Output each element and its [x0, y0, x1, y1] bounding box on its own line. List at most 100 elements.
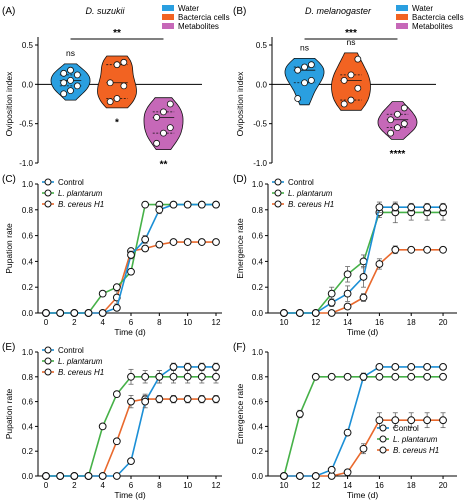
y-tick-label: 0.4 [22, 422, 34, 431]
x-tick-label: 8 [157, 318, 162, 327]
data-point [169, 372, 178, 381]
legend-label: B. cereus H1 [288, 200, 334, 209]
data-point [155, 205, 164, 214]
y-tick-label: 0.8 [252, 373, 264, 382]
data-point [301, 79, 308, 87]
data-point [70, 472, 79, 480]
x-axis-label: Time (d) [347, 490, 378, 500]
data-point [141, 397, 150, 406]
panel-title: D. suzukii [85, 6, 125, 16]
data-point [343, 289, 352, 298]
y-tick-label: 0.6 [22, 232, 34, 241]
data-point [343, 270, 352, 279]
legend-swatch [162, 14, 174, 20]
data-point [112, 303, 121, 312]
data-point [113, 95, 121, 102]
data-point [120, 58, 128, 66]
y-tick-label: 0.8 [22, 206, 34, 215]
x-tick-label: 18 [407, 481, 416, 490]
legend-swatch [162, 5, 174, 11]
data-point [197, 395, 206, 404]
panel-label: (E) [2, 342, 15, 353]
data-point [67, 77, 74, 84]
data-point [394, 110, 401, 118]
data-point [73, 82, 81, 90]
y-tick-label: 0.6 [252, 232, 264, 241]
panel-label: (D) [233, 174, 247, 185]
violin-group-2: ** [143, 97, 184, 170]
data-point [56, 472, 65, 480]
data-point [311, 309, 320, 317]
data-point [423, 362, 432, 371]
legend-swatch [396, 5, 408, 11]
series-0 [42, 200, 220, 317]
data-point [155, 240, 164, 249]
data-point [141, 244, 150, 253]
data-point [141, 200, 150, 209]
data-point [359, 372, 368, 381]
data-point [307, 77, 315, 84]
sig-label: **** [390, 149, 406, 160]
x-axis-label: Time (d) [347, 327, 378, 337]
violin-shape [377, 101, 418, 140]
data-point [197, 238, 206, 246]
data-point [60, 90, 68, 98]
data-point [127, 267, 135, 276]
legend-swatch [162, 23, 174, 29]
panel-label: (F) [233, 342, 246, 353]
panel-4: (E) 0.0 0.2 0.4 0.6 0.8 1.0 0 2 4 6 8 10 12 Time (d) Pu… [2, 342, 222, 500]
x-tick-label: 0 [44, 481, 49, 490]
y-tick-label: 0.4 [22, 257, 34, 266]
data-point [343, 468, 352, 477]
legend-marker [379, 424, 387, 432]
data-point [106, 79, 114, 87]
data-point [343, 302, 352, 311]
legend-marker [44, 189, 52, 197]
y-tick-label: 0.0 [22, 309, 34, 318]
data-point [60, 79, 68, 87]
data-point [340, 77, 348, 84]
y-axis-label: Emergence rate [235, 383, 245, 444]
x-tick-label: 12 [212, 481, 221, 490]
data-point [113, 61, 121, 69]
data-point [307, 61, 315, 69]
data-point [120, 82, 128, 90]
data-point [375, 260, 384, 268]
data-point [127, 372, 135, 381]
sig-label: ns [347, 37, 356, 47]
data-point [166, 124, 174, 131]
series-0 [280, 362, 447, 480]
panel-3: (D) 0.0 0.2 0.4 0.6 0.8 1.0 10 12 14 16 18 20 Time (d… [233, 174, 457, 337]
y-tick-label: 0.0 [252, 472, 264, 481]
data-point [153, 139, 161, 147]
data-point [141, 235, 150, 244]
sig-label: ns [66, 48, 75, 58]
legend-swatch [396, 23, 408, 29]
legend-marker [274, 178, 282, 186]
data-point [391, 203, 400, 212]
x-axis-label: Time (d) [114, 327, 145, 337]
data-point [387, 129, 395, 137]
x-tick-label: 16 [375, 318, 384, 327]
data-point [375, 203, 384, 212]
y-tick-label: 0.6 [22, 398, 34, 407]
x-tick-label: 12 [311, 481, 320, 490]
data-point [169, 395, 178, 404]
x-tick-label: 2 [72, 481, 77, 490]
data-point [197, 200, 206, 209]
data-point [155, 372, 164, 381]
data-point [311, 372, 320, 381]
data-point [183, 362, 192, 371]
sig-label: ** [160, 159, 168, 170]
data-point [407, 203, 416, 212]
data-point [394, 124, 401, 131]
legend-label: L. plantarum [58, 189, 103, 198]
y-tick-label: 0.2 [22, 283, 34, 292]
data-point [98, 422, 107, 431]
y-axis-label: Oviposition index [235, 71, 245, 136]
violin-group-1: * [97, 55, 137, 129]
data-point [375, 362, 384, 371]
y-tick-label: 1.0 [252, 180, 264, 189]
y-tick-label: 1.0 [22, 348, 34, 357]
data-point [112, 472, 121, 480]
